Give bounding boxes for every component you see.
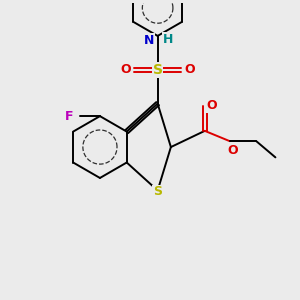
Text: S: S [153, 63, 163, 77]
Text: H: H [163, 33, 173, 46]
Text: F: F [65, 110, 74, 123]
Text: O: O [207, 99, 218, 112]
Text: O: O [227, 144, 238, 157]
Text: O: O [184, 63, 195, 76]
Text: O: O [121, 63, 131, 76]
Text: N: N [144, 34, 154, 47]
Text: S: S [153, 185, 162, 199]
